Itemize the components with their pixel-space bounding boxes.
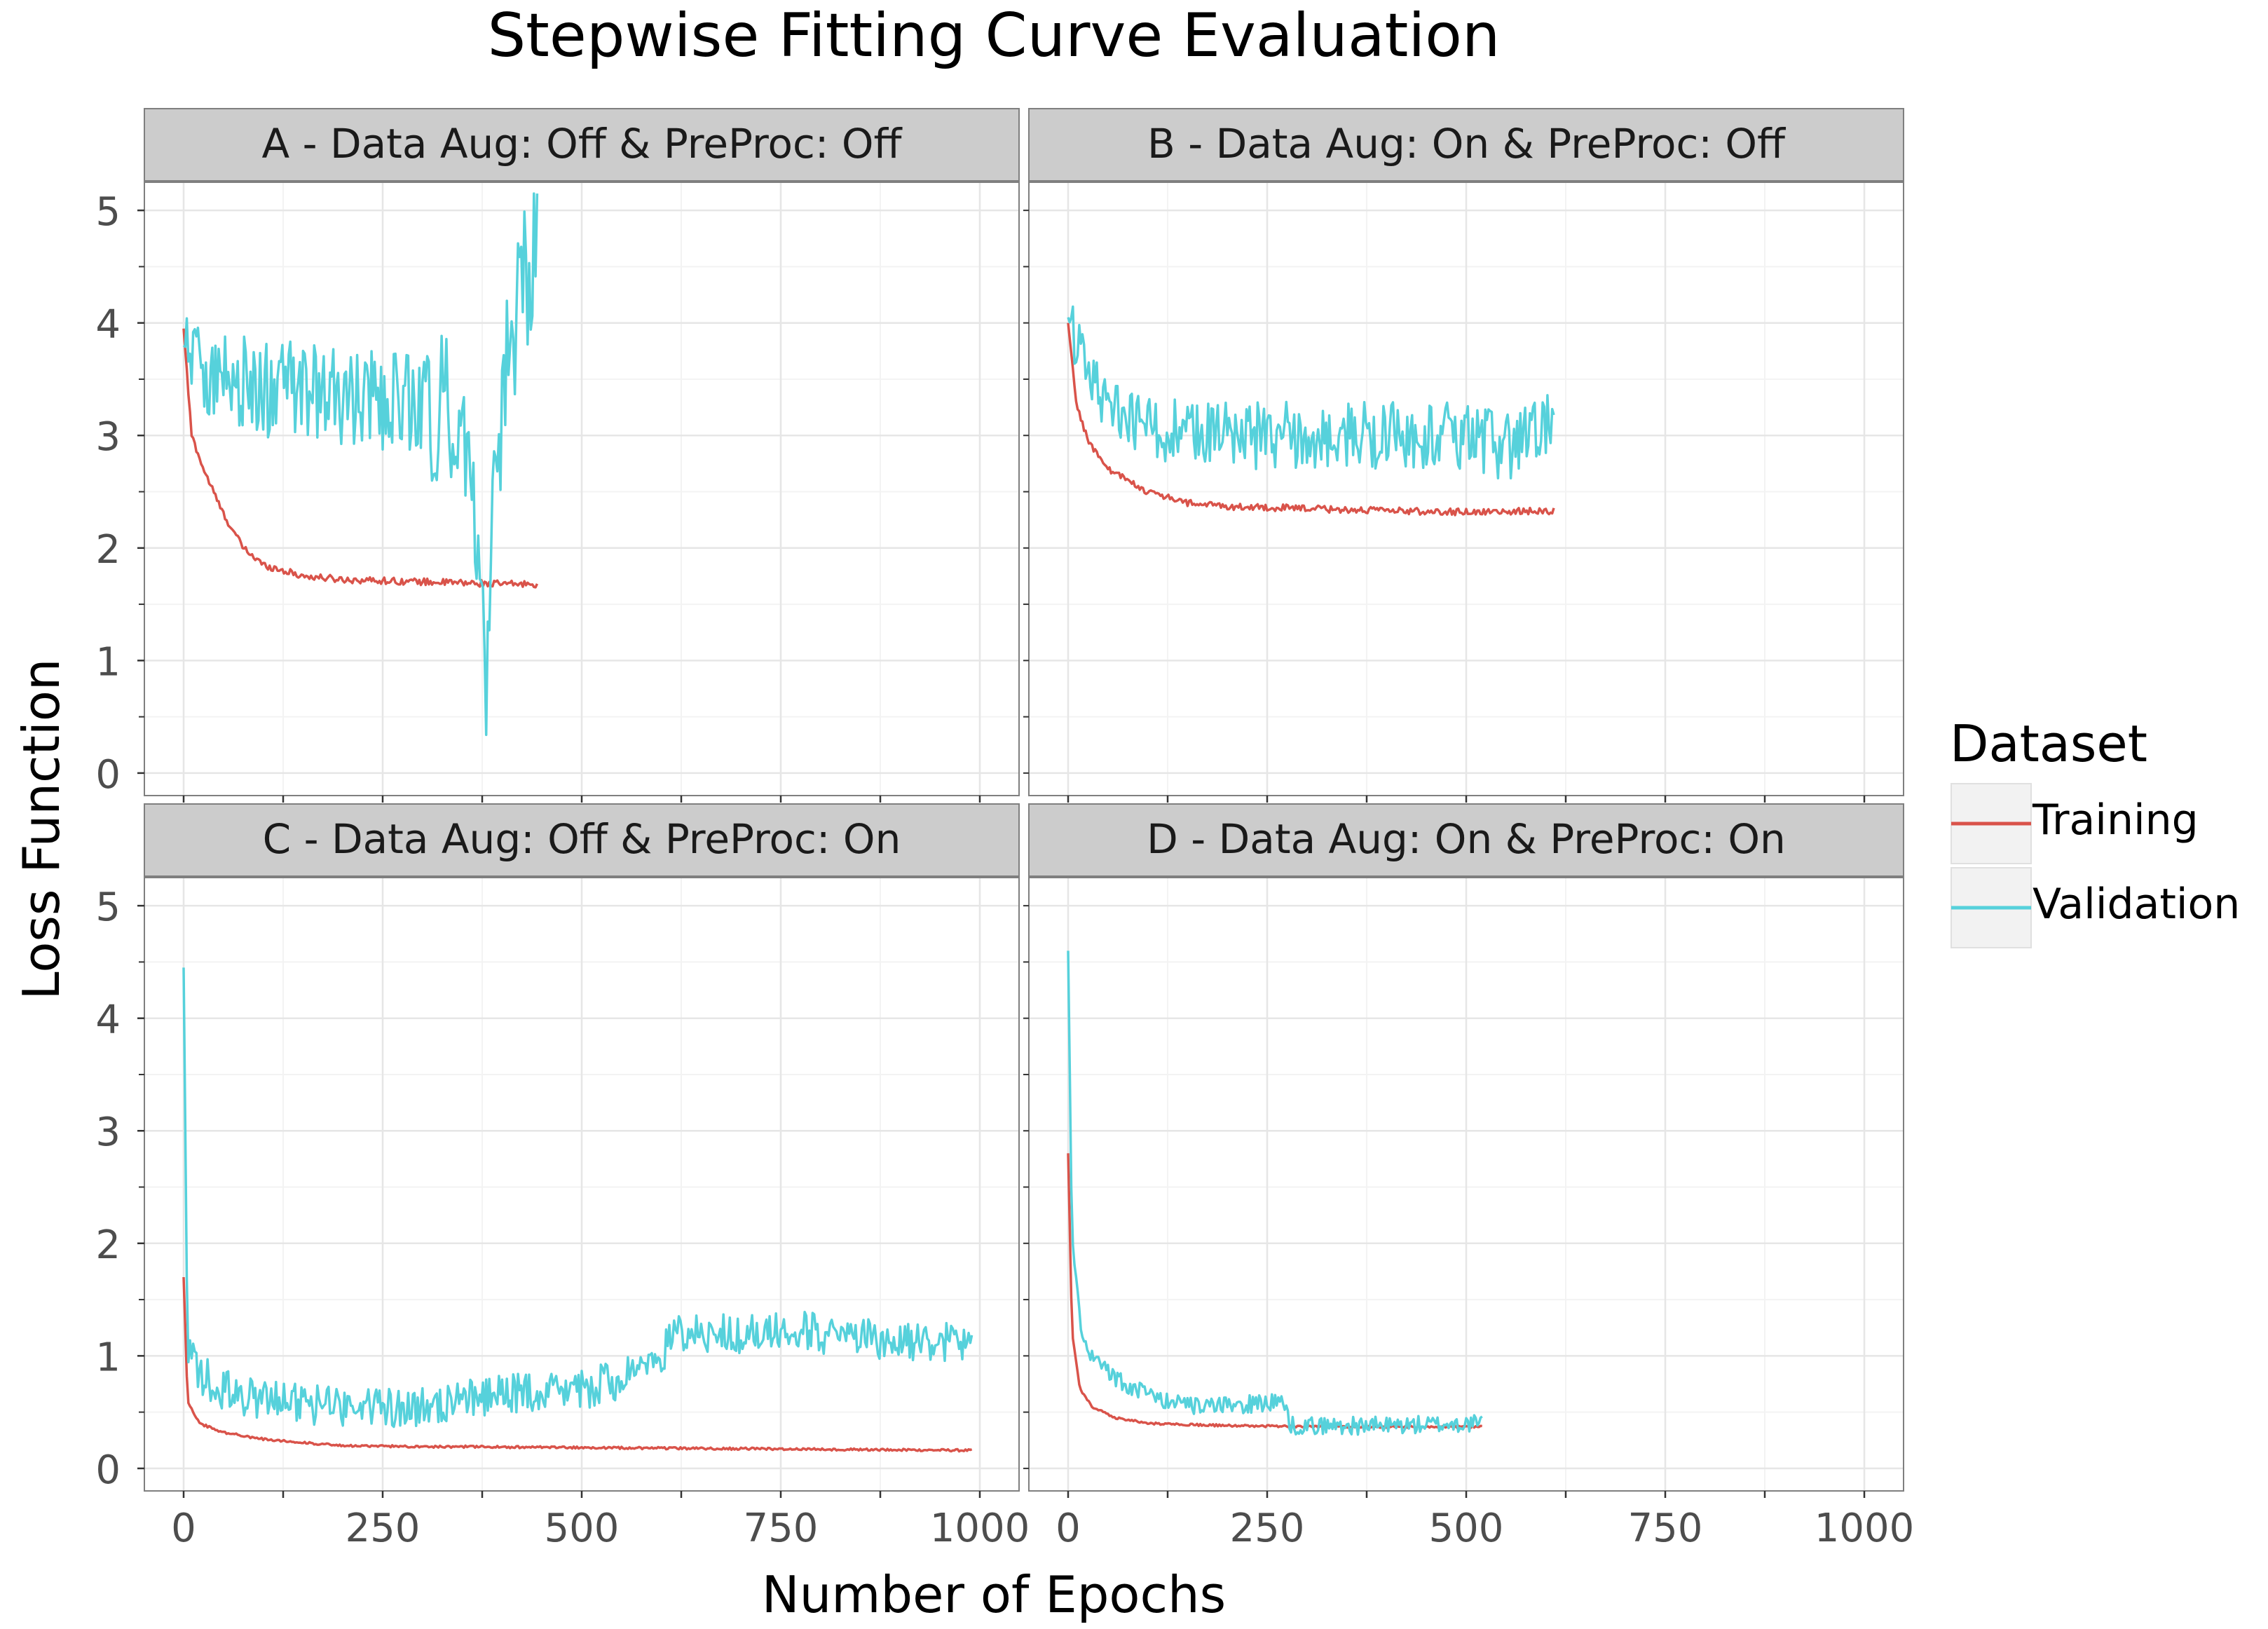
facet-panel: A - Data Aug: Off & PreProc: Off 0 1 2 3 4 5 — [95, 108, 1020, 803]
legend: Dataset Training Validation — [1950, 714, 2240, 948]
facet-panel: C - Data Aug: Off & PreProc: On 0 1 2 3 4 5 0 25… — [95, 803, 1030, 1551]
x-tick-label: 0 — [1056, 1506, 1081, 1551]
x-tick-label: 750 — [1628, 1506, 1703, 1551]
y-axis-label: Loss Function — [12, 658, 71, 1000]
y-tick-label: 5 — [95, 885, 121, 930]
legend-item-training: Training — [1951, 783, 2199, 864]
x-tick-label: 250 — [1230, 1506, 1305, 1551]
facet-strip-label: C - Data Aug: Off & PreProc: On — [263, 815, 901, 863]
legend-item-validation: Validation — [1951, 867, 2240, 948]
y-tick-label: 5 — [95, 189, 121, 235]
x-tick-label: 750 — [744, 1506, 819, 1551]
series-line-training — [1067, 322, 1555, 517]
x-tick-label: 500 — [545, 1506, 620, 1551]
y-tick-label: 2 — [95, 1222, 121, 1268]
y-tick-label: 2 — [95, 527, 121, 573]
facet-strip — [1028, 108, 1904, 182]
x-axis-label: Number of Epochs — [762, 1565, 1226, 1624]
facet-strip — [144, 803, 1020, 877]
legend-label-validation: Validation — [2033, 880, 2240, 929]
series-line-training — [1067, 1153, 1482, 1429]
x-tick-label: 0 — [171, 1506, 196, 1551]
facet-strip-label: D - Data Aug: On & PreProc: On — [1147, 815, 1786, 863]
chart-title: Stepwise Fitting Curve Evaluation — [488, 1, 1501, 71]
legend-title: Dataset — [1950, 714, 2147, 773]
series-line-validation — [182, 967, 974, 1429]
x-tick-label: 1000 — [1815, 1506, 1915, 1551]
y-tick-label: 3 — [95, 414, 121, 460]
series-line-validation — [1067, 305, 1555, 479]
x-tick-label: 250 — [346, 1506, 421, 1551]
y-tick-label: 1 — [95, 1335, 121, 1380]
y-tick-label: 4 — [95, 997, 121, 1043]
x-tick-label: 1000 — [930, 1506, 1030, 1551]
series-line-training — [182, 328, 538, 589]
facet-panel: D - Data Aug: On & PreProc: On 0 250 500 750… — [1023, 803, 1915, 1551]
facet-strip-label: A - Data Aug: Off & PreProc: Off — [261, 120, 903, 168]
y-tick-label: 0 — [95, 1447, 121, 1493]
series-line-validation — [1067, 950, 1483, 1436]
x-tick-label: 500 — [1429, 1506, 1504, 1551]
facet-panels: A - Data Aug: Off & PreProc: Off 0 1 2 3 4 5 B … — [95, 108, 1915, 1551]
legend-label-training: Training — [2032, 796, 2199, 845]
series-line-training — [182, 1276, 973, 1453]
y-tick-label: 4 — [95, 302, 121, 348]
facet-strip — [1028, 803, 1904, 877]
series-line-validation — [182, 192, 539, 737]
facet-strip-label: B - Data Aug: On & PreProc: Off — [1147, 120, 1787, 168]
facet-panel: B - Data Aug: On & PreProc: Off — [1023, 108, 1904, 803]
facet-strip — [144, 108, 1020, 182]
y-tick-label: 1 — [95, 639, 121, 685]
y-tick-label: 3 — [95, 1110, 121, 1155]
y-tick-label: 0 — [95, 752, 121, 798]
